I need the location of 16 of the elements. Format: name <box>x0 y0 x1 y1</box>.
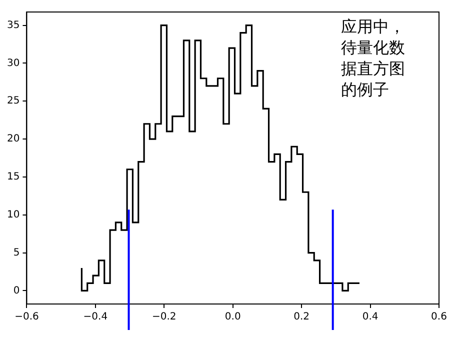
y-tick-label: 20 <box>6 134 20 145</box>
y-tick-label: 30 <box>6 58 20 69</box>
x-tick-label: −0.4 <box>83 312 108 323</box>
x-tick-label: 0.0 <box>224 312 241 323</box>
x-tick-label: −0.6 <box>14 312 39 323</box>
y-tick-label: 0 <box>13 285 20 296</box>
y-tick-label: 10 <box>6 209 20 220</box>
y-tick-label: 5 <box>13 247 20 258</box>
x-tick-label: −0.2 <box>152 312 176 323</box>
y-tick-label: 25 <box>6 96 20 107</box>
x-tick-label: 0.2 <box>294 312 310 323</box>
y-tick-label: 35 <box>6 20 20 31</box>
x-tick-label: 0.6 <box>431 312 447 323</box>
annotation: 应用中，待量化数据直方图的例子 <box>341 17 405 100</box>
x-tick-label: 0.4 <box>362 312 378 323</box>
y-tick-label: 15 <box>6 172 20 183</box>
